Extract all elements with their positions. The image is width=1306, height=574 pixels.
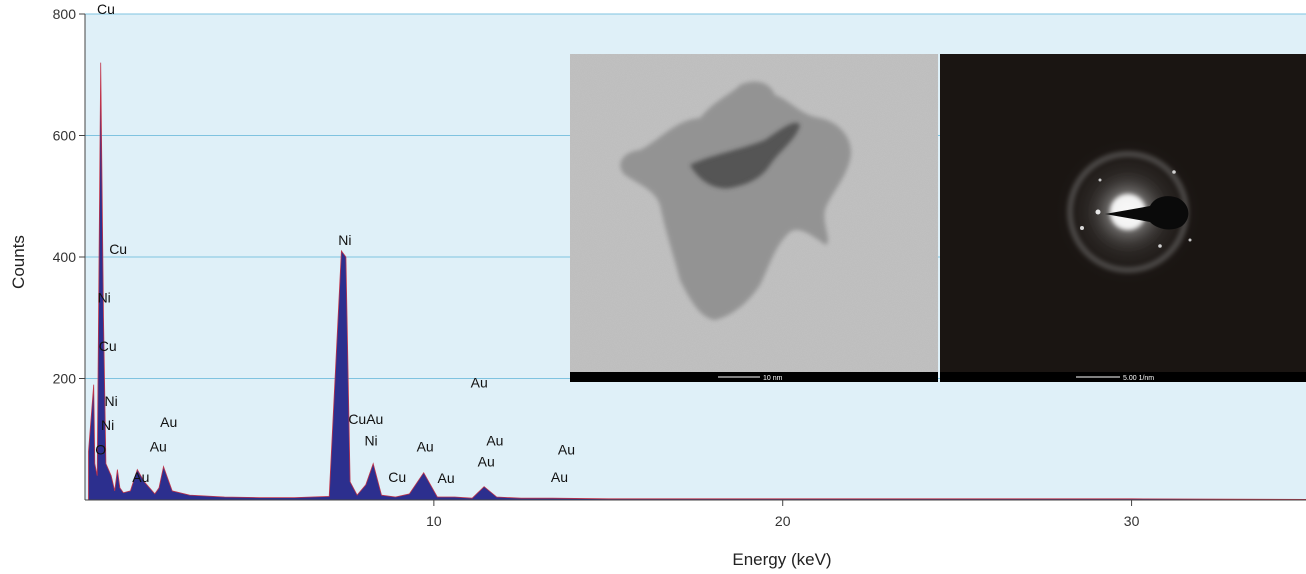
peak-label: CuAu xyxy=(348,411,383,427)
x-axis-title: Energy (keV) xyxy=(732,550,831,569)
tem-scale-label: 10 nm xyxy=(763,375,783,382)
x-tick-label: 20 xyxy=(775,513,791,529)
spectrum-series xyxy=(88,62,1306,501)
particle-dark-region xyxy=(690,122,800,189)
peak-labels: CuCuNiCuNiNiOAuAuAuNiCuAuNiCuAuAuAuAuAuA… xyxy=(95,1,575,486)
peak-label: Au xyxy=(150,438,167,454)
peak-label: Cu xyxy=(388,469,406,485)
peak-label: Au xyxy=(486,432,503,448)
peak-label: Ni xyxy=(98,290,111,306)
peak-label: Au xyxy=(132,469,149,485)
y-axis-title: Counts xyxy=(9,235,28,289)
peak-label: O xyxy=(95,441,106,457)
peak-label: Au xyxy=(160,414,177,430)
spectrum-trace xyxy=(88,62,1306,501)
peak-label: Au xyxy=(478,454,495,470)
peak-label: Ni xyxy=(105,393,118,409)
y-tick-label: 800 xyxy=(53,6,77,22)
beam-stop xyxy=(1105,196,1189,230)
x-tick-label: 30 xyxy=(1124,513,1140,529)
peak-label: Ni xyxy=(338,232,351,248)
peak-label: Au xyxy=(438,470,455,486)
peak-label: Ni xyxy=(101,417,114,433)
y-tick-label: 600 xyxy=(53,128,77,144)
particle-shape xyxy=(620,81,851,320)
peak-label: Au xyxy=(471,375,488,391)
y-tick-label: 400 xyxy=(53,249,77,265)
tick-labels: 200 400 600 800 10 20 30 xyxy=(53,6,1140,529)
saed-pattern-inset: 5.00 1/nm xyxy=(940,54,1306,382)
axes xyxy=(79,13,1306,506)
peak-label: Au xyxy=(417,438,434,454)
peak-label: Au xyxy=(558,441,575,457)
x-tick-label: 10 xyxy=(426,513,442,529)
peak-label: Cu xyxy=(99,338,117,354)
saed-scale-label: 5.00 1/nm xyxy=(1123,375,1154,382)
peak-label: Cu xyxy=(97,1,115,17)
y-tick-label: 200 xyxy=(53,371,77,387)
tem-image-inset: 10 nm xyxy=(570,54,938,382)
peak-label: Cu xyxy=(109,241,127,257)
peak-label: Ni xyxy=(364,432,377,448)
peak-label: Au xyxy=(551,469,568,485)
